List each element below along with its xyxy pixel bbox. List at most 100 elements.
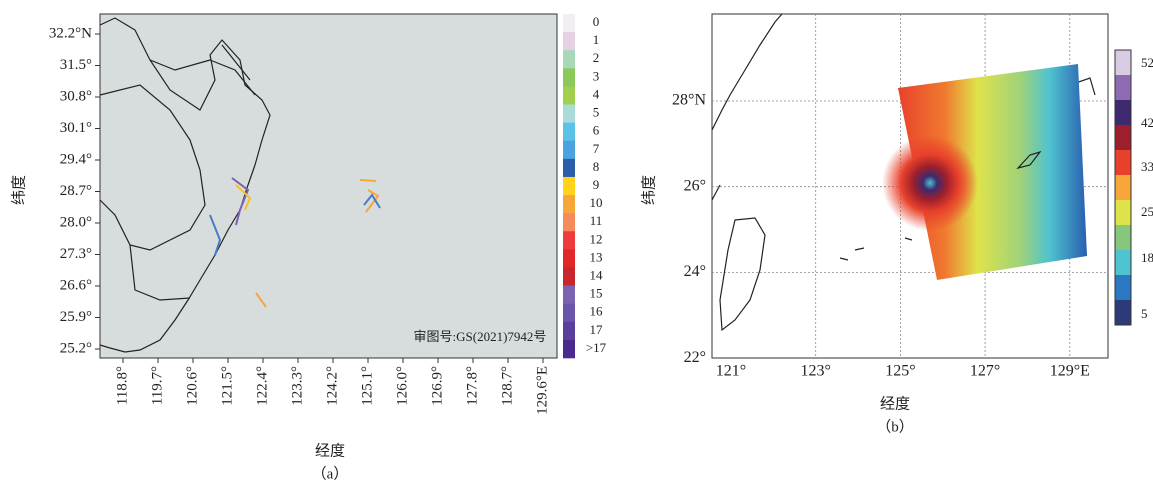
panel-a: 审图号:GS(2021)7942号 纬度 经度 （a） 32.2°N31.5°3… (10, 13, 607, 482)
x-tick-label: 121.5° (219, 366, 235, 406)
colorbar-segment (1115, 175, 1131, 201)
legend-label: >17 (586, 340, 607, 355)
y-tick-label: 26° (684, 177, 706, 194)
legend-label: 17 (590, 322, 604, 337)
legend-label: 0 (593, 14, 600, 29)
legend-swatch (563, 68, 575, 87)
colorbar-label: 18 (1141, 250, 1153, 265)
legend-swatch (563, 32, 575, 51)
x-axis-label: 经度 (315, 442, 345, 459)
axis-ticks: 28°N 26° 24° 22° 121° 123° 125° 127° 129°E (672, 92, 1090, 380)
x-tick-label: 118.8° (114, 366, 130, 405)
legend-swatch (563, 140, 575, 160)
legend-swatch (563, 321, 575, 341)
x-tick-label: 128.7° (499, 366, 515, 406)
y-axis-label: 纬度 (10, 175, 27, 205)
x-tick-label: 121° (716, 363, 746, 380)
map-frame (99, 13, 558, 359)
okinawa (1016, 150, 1042, 170)
legend-label: 13 (590, 249, 603, 264)
legend-swatch (563, 176, 575, 196)
legend-swatch (563, 86, 575, 105)
caption: （a） (312, 465, 349, 482)
annotation: 审图号:GS(2021)7942号 (414, 329, 547, 344)
colorbar-segment (1115, 225, 1131, 251)
legend-label: 6 (593, 123, 600, 138)
colorbar-segment (1115, 125, 1131, 151)
y-tick-label: 28.0° (60, 214, 92, 230)
colorbar-frame (1114, 49, 1132, 326)
y-tick-label: 31.5° (60, 57, 92, 73)
colorbar: 52 42 33 25 18 5 (1114, 49, 1153, 326)
colorbar-label: 52 (1141, 55, 1153, 70)
x-tick-label: 127.8° (464, 366, 480, 406)
x-tick-label: 125° (885, 363, 915, 380)
legend-swatch (563, 249, 575, 268)
y-axis-label: 纬度 (640, 175, 657, 205)
coastline (711, 13, 783, 201)
legend-swatch (563, 339, 575, 359)
x-tick-label: 127° (970, 363, 1000, 380)
y-tick-label: 32.2°N (49, 25, 92, 41)
x-tick-label: 123.3° (289, 366, 305, 406)
y-tick-label: 30.8° (60, 88, 92, 104)
y-tick-label: 30.1° (60, 120, 92, 136)
axis-ticks: 32.2°N 31.5° 30.8° 30.1° 29.4° 28.7° 28.0° 27.3… (49, 25, 551, 414)
legend-label: 4 (593, 86, 600, 101)
legend-label: 8 (593, 159, 600, 174)
legend-swatch (563, 213, 575, 232)
y-tick-label: 28.7° (60, 183, 92, 199)
legend-swatch (563, 104, 575, 123)
legend-swatch (563, 50, 575, 69)
y-tick-label: 25.9° (60, 309, 92, 325)
colorbar-label: 42 (1141, 115, 1153, 130)
y-tick-label: 22° (684, 349, 706, 366)
colorbar-label: 25 (1141, 204, 1153, 219)
legend-label: 16 (590, 304, 604, 319)
x-tick-label: 124.2° (324, 366, 340, 406)
tracks (209, 177, 381, 308)
y-tick-label: 26.6° (60, 277, 92, 293)
colorbar-segment (1115, 300, 1131, 326)
legend-label: 2 (593, 50, 600, 65)
y-tick-label: 28°N (672, 92, 706, 109)
legend-swatch (563, 285, 575, 304)
colorbar-segment (1115, 200, 1131, 226)
legend-swatch (563, 122, 575, 142)
x-tick-label: 129°E (1050, 363, 1090, 380)
colorbar-label: 33 (1141, 159, 1153, 174)
legend-label: 9 (593, 177, 600, 192)
legend-label: 1 (593, 32, 600, 47)
y-tick-label: 27.3° (60, 246, 92, 262)
x-axis-label: 经度 (880, 395, 910, 412)
taiwan (719, 217, 766, 332)
x-tick-label: 120.6° (184, 366, 200, 406)
panel-b: 纬度 经度 （b） 28°N 26° 24° 22° 121° 123° 125° 127° 1… (640, 13, 1153, 435)
typhoon-eye (882, 135, 978, 231)
y-tick-label: 25.2° (60, 340, 92, 356)
legend-label: 12 (590, 231, 603, 246)
legend-label: 11 (590, 213, 603, 228)
colorbar-segment (1115, 100, 1131, 126)
legend-swatch (563, 158, 575, 178)
colorbar-segment (1115, 75, 1131, 101)
river (209, 44, 256, 96)
legend-swatch (563, 303, 575, 323)
legend-label: 7 (593, 141, 600, 156)
colorbar-segment (1115, 150, 1131, 176)
x-tick-label: 125.1° (359, 366, 375, 406)
legend-swatch (563, 267, 575, 286)
y-tick-label: 29.4° (60, 151, 92, 167)
islands (839, 77, 1096, 261)
legend-swatch (563, 14, 575, 33)
caption: （b） (876, 418, 914, 435)
x-tick-label: 129.6°E (534, 366, 550, 415)
x-tick-label: 126.0° (394, 366, 410, 406)
legend-label: 3 (593, 68, 600, 83)
colorbar-label: 5 (1141, 306, 1148, 321)
coastline (99, 17, 271, 353)
x-tick-label: 119.7° (149, 366, 165, 405)
x-tick-label: 123° (800, 363, 830, 380)
